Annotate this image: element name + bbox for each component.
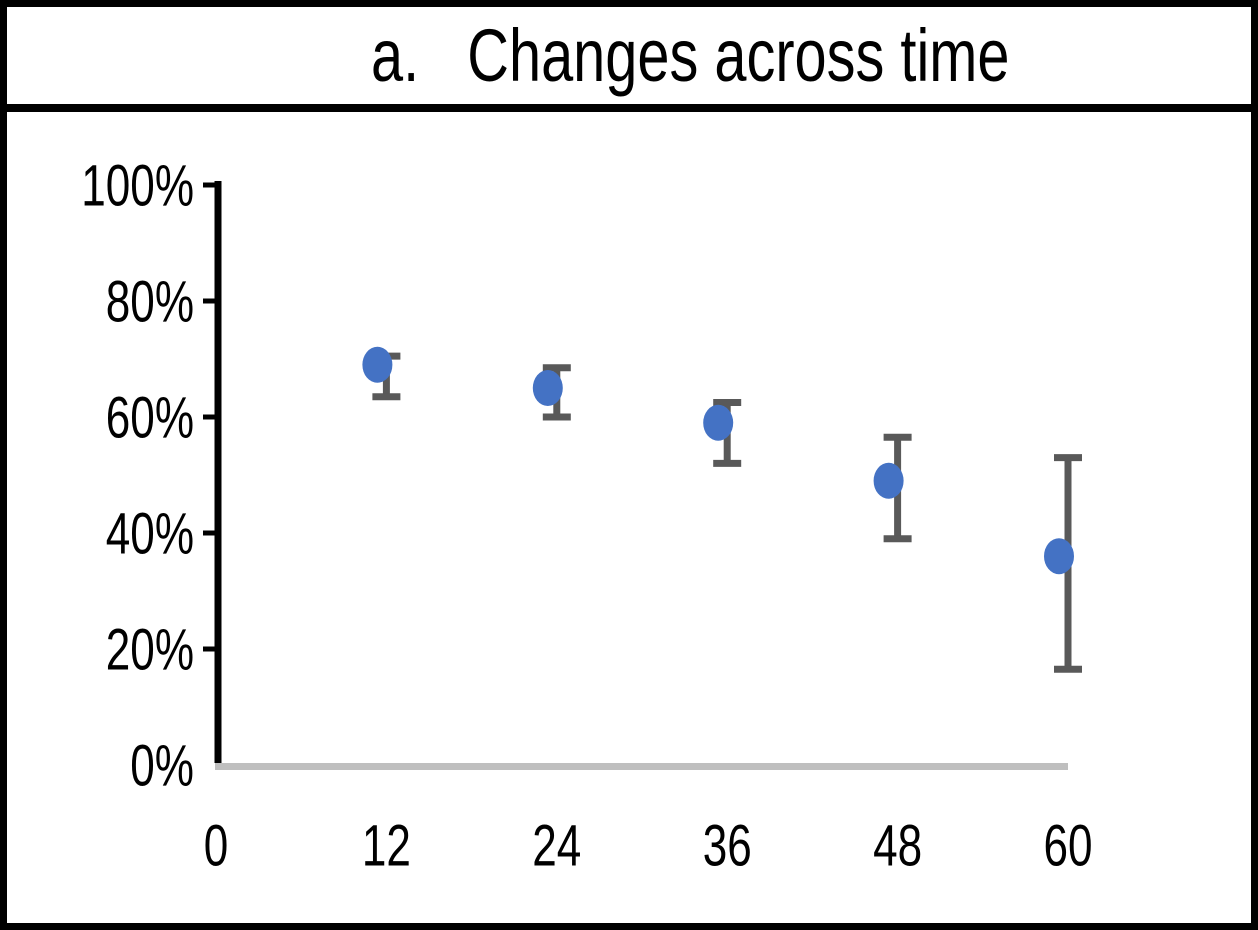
x-tick-label: 24 bbox=[532, 812, 581, 877]
chart-title-bar: a. Changes across time bbox=[7, 7, 1251, 112]
data-point-marker bbox=[532, 370, 563, 406]
y-tick-label: 80% bbox=[106, 268, 194, 333]
data-point-marker bbox=[1044, 538, 1074, 575]
x-tick-label: 60 bbox=[1043, 812, 1092, 877]
y-tick-label: 40% bbox=[106, 500, 194, 565]
y-tick-label: 100% bbox=[81, 152, 194, 217]
y-tick-label: 60% bbox=[106, 384, 194, 449]
chart-title: a. Changes across time bbox=[370, 13, 1010, 97]
data-point-marker bbox=[362, 346, 393, 383]
data-point-marker bbox=[873, 462, 904, 499]
x-tick-label: 36 bbox=[703, 812, 752, 877]
data-point-marker bbox=[703, 404, 734, 441]
x-tick-label: 48 bbox=[873, 812, 922, 877]
y-tick-label: 20% bbox=[106, 616, 194, 681]
x-tick-label: 12 bbox=[362, 812, 411, 877]
y-tick-label: 0% bbox=[130, 732, 194, 797]
x-tick-label: 0 bbox=[204, 812, 229, 877]
